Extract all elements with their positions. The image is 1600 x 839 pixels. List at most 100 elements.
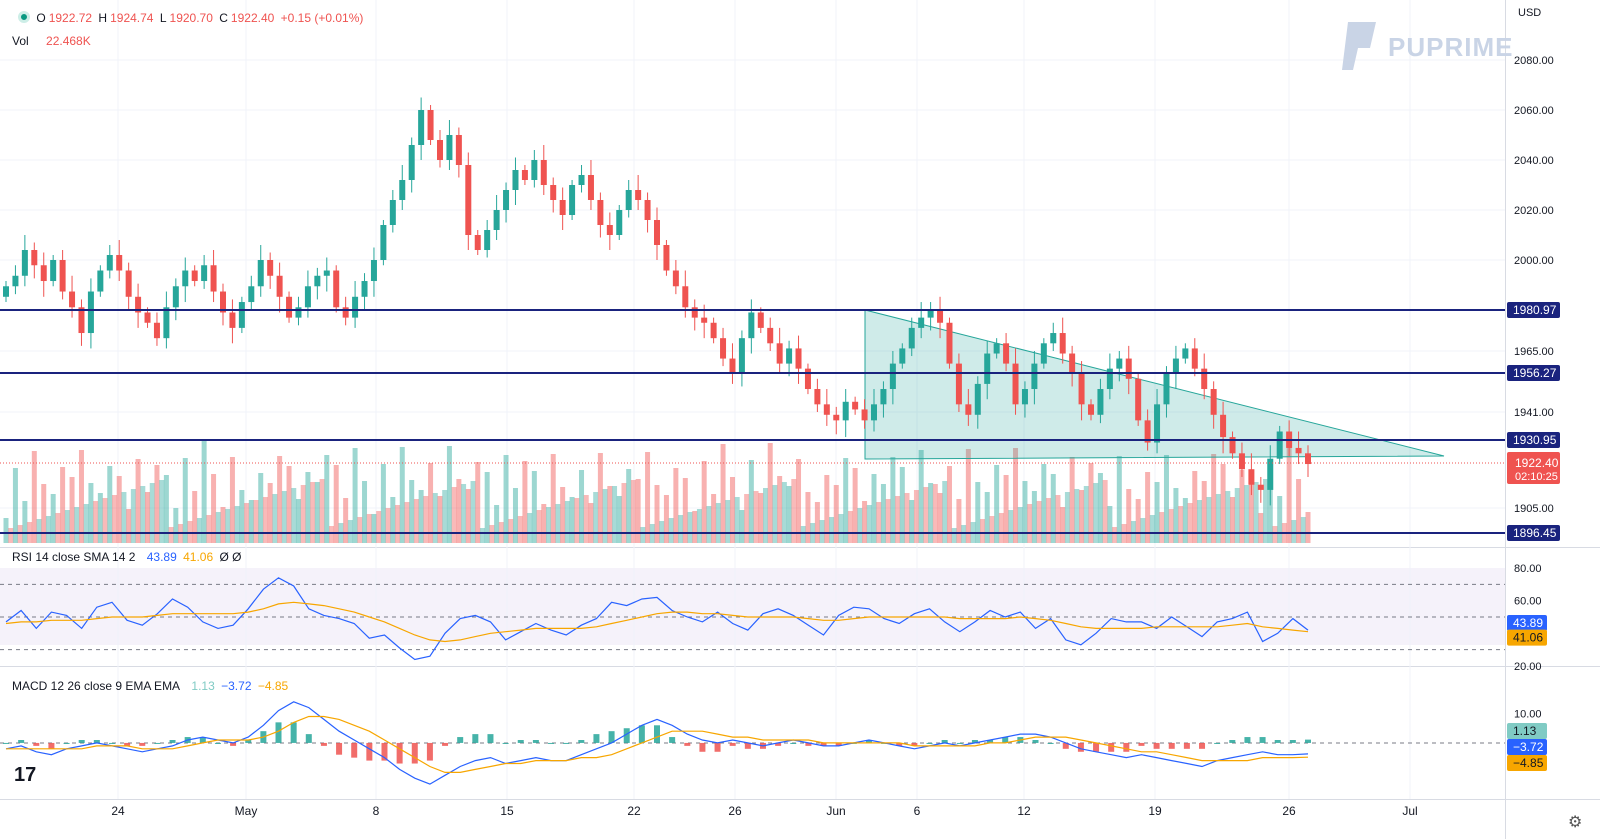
level-badge bbox=[1507, 302, 1560, 318]
candle bbox=[1238, 442, 1245, 477]
candle-body bbox=[1276, 431, 1283, 459]
tradingview-logo-icon[interactable]: 17 bbox=[14, 764, 37, 786]
volume-bar bbox=[668, 518, 674, 543]
candle-body bbox=[672, 270, 679, 287]
time-axis-label: 6 bbox=[914, 804, 921, 818]
candle bbox=[635, 175, 642, 210]
candle-body bbox=[861, 409, 868, 421]
open-label: O bbox=[36, 11, 46, 25]
time-axis-label: May bbox=[235, 804, 258, 818]
candle bbox=[1248, 453, 1255, 496]
macd-histogram-bar bbox=[835, 742, 842, 746]
candle bbox=[210, 250, 217, 303]
candle bbox=[1144, 409, 1151, 451]
volume-bar bbox=[569, 497, 575, 543]
candle bbox=[738, 330, 745, 387]
candle bbox=[1097, 378, 1104, 424]
macd-histogram-bar bbox=[1183, 742, 1190, 749]
low-value: 1920.70 bbox=[169, 11, 213, 25]
candle bbox=[1267, 445, 1274, 506]
candle bbox=[333, 265, 340, 313]
volume-bar bbox=[102, 498, 108, 543]
candle-body bbox=[767, 327, 774, 344]
volume-bar bbox=[720, 444, 726, 543]
volume-bar bbox=[1220, 464, 1226, 543]
volume-bar bbox=[946, 466, 952, 543]
rsi-panel[interactable] bbox=[0, 548, 1505, 666]
volume-bar bbox=[121, 492, 127, 543]
candle bbox=[474, 230, 481, 255]
volume-bar bbox=[262, 497, 268, 543]
volume-bar bbox=[173, 508, 179, 543]
candle-body bbox=[663, 245, 670, 271]
volume-bar bbox=[343, 498, 349, 543]
candle bbox=[889, 351, 896, 405]
candle bbox=[861, 399, 868, 429]
candle bbox=[437, 130, 443, 168]
macd-histogram-bar bbox=[865, 740, 872, 743]
candle bbox=[40, 252, 47, 297]
volume-bar bbox=[583, 495, 589, 543]
volume-bar bbox=[701, 461, 707, 543]
price-axis[interactable]: 2080.00 2060.00 2040.00 2020.00 2000.00 1965.… bbox=[1507, 55, 1560, 541]
macd-histogram-bar bbox=[608, 731, 615, 743]
candle bbox=[918, 302, 925, 339]
volume-bar bbox=[366, 514, 372, 543]
volume-bar bbox=[1201, 481, 1207, 543]
candle bbox=[182, 257, 189, 303]
volume-bar bbox=[715, 503, 721, 543]
volume-bar bbox=[286, 466, 292, 543]
candle bbox=[201, 255, 208, 289]
candle-body bbox=[1040, 343, 1047, 364]
time-axis[interactable]: 24 May 8 15 22 26 Jun 6 12 19 26 Jul bbox=[111, 804, 1417, 818]
candle bbox=[729, 343, 736, 384]
volume-bar bbox=[876, 502, 882, 543]
level-badge bbox=[1507, 525, 1560, 541]
macd-histogram-bar bbox=[1108, 742, 1115, 752]
volume-bar bbox=[640, 527, 646, 543]
candle-body bbox=[229, 312, 236, 328]
volume-bar bbox=[1083, 486, 1089, 543]
candle-body bbox=[370, 260, 377, 282]
volume-bar bbox=[984, 492, 990, 543]
volume-bar bbox=[1055, 495, 1061, 543]
candle bbox=[106, 245, 113, 279]
candle-body bbox=[40, 265, 47, 282]
candle-body bbox=[738, 338, 745, 374]
volume-bar bbox=[885, 499, 891, 543]
currency-label[interactable]: USD bbox=[1518, 7, 1542, 19]
volume-bar bbox=[1093, 483, 1099, 543]
volume-bar bbox=[470, 481, 476, 543]
volume-bar bbox=[555, 504, 561, 543]
macd-histogram-bar bbox=[275, 722, 282, 743]
volume-bar bbox=[1230, 497, 1236, 543]
candle bbox=[540, 145, 547, 195]
candle bbox=[965, 389, 972, 426]
volume-bar bbox=[942, 481, 948, 543]
candle bbox=[1003, 333, 1010, 372]
volume-bar bbox=[739, 510, 745, 543]
macd-histogram-bar bbox=[336, 742, 343, 755]
candle bbox=[748, 299, 755, 354]
macd-panel[interactable] bbox=[0, 667, 1505, 799]
volume-bar bbox=[904, 493, 910, 543]
market-status-icon bbox=[18, 11, 30, 23]
volume-bar bbox=[465, 489, 471, 543]
horizontal-levels[interactable] bbox=[0, 309, 1505, 534]
macd-histogram-bar bbox=[1244, 737, 1251, 743]
price-panel[interactable] bbox=[0, 0, 1505, 547]
candle-body bbox=[587, 175, 594, 200]
volume-bar bbox=[1215, 494, 1221, 543]
macd-histogram-bar bbox=[33, 742, 40, 746]
volume-bar bbox=[418, 490, 424, 543]
volume-bar bbox=[913, 490, 919, 543]
candle bbox=[153, 312, 160, 346]
candle bbox=[1305, 445, 1311, 477]
macd-histogram-bar bbox=[548, 742, 555, 744]
candle bbox=[521, 165, 528, 185]
volume-bar bbox=[281, 491, 287, 543]
macd-histogram-bar bbox=[926, 742, 933, 744]
candle bbox=[12, 265, 19, 295]
settings-gear-icon[interactable]: ⚙ bbox=[1568, 814, 1583, 831]
